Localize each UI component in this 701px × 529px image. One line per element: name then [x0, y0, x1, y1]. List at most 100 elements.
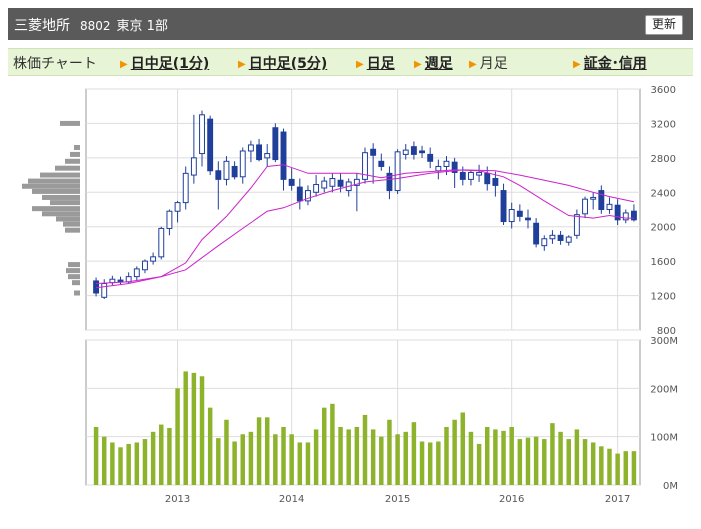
- candle: [492, 171, 499, 197]
- candle: [500, 183, 507, 225]
- candle-body: [223, 160, 230, 180]
- candle-body: [256, 144, 263, 161]
- candle-body: [492, 178, 499, 186]
- candle: [476, 164, 483, 182]
- volume-bar: [118, 447, 123, 485]
- tab-weekly[interactable]: ▶ 週足: [414, 56, 453, 72]
- candle-body: [247, 144, 254, 152]
- candle-body: [321, 180, 328, 189]
- volume-profile-bar: [32, 206, 80, 212]
- volume-bar: [427, 442, 433, 485]
- volume-bar: [574, 429, 580, 485]
- volume-bar: [525, 437, 531, 485]
- volume-bar: [273, 434, 278, 485]
- candle-body: [606, 203, 613, 210]
- arrow-right-icon: ▶: [414, 59, 422, 70]
- chart-tabs: 株価チャート ▶ 日中足(1分) ▶ 日中足(5分) ▶ 日足 ▶ 週足 ▶ 月足 ▶ 証金…: [8, 48, 693, 76]
- volume-bar: [142, 439, 148, 485]
- candle: [264, 144, 271, 167]
- candle-body: [199, 114, 205, 155]
- volume-profile-bar: [32, 188, 80, 194]
- volume-tick-label: 100M: [650, 433, 678, 444]
- volume-bar: [403, 431, 408, 485]
- volume-bar: [550, 423, 555, 485]
- candle-body: [337, 179, 344, 187]
- candle-body: [272, 127, 279, 161]
- candle: [402, 144, 409, 160]
- volume-bar: [436, 441, 441, 485]
- candle: [598, 185, 605, 214]
- candle: [533, 218, 540, 248]
- volume-profile-bar: [42, 194, 80, 200]
- arrow-right-icon: ▶: [238, 59, 246, 70]
- candle-body: [142, 260, 148, 271]
- candle-body: [394, 151, 401, 192]
- candle-body: [557, 234, 564, 241]
- candle: [199, 110, 205, 167]
- candle: [516, 204, 523, 222]
- refresh-button[interactable]: 更新: [644, 15, 683, 35]
- candle-body: [476, 171, 483, 176]
- volume-bar: [493, 429, 498, 485]
- candle: [557, 231, 564, 245]
- volume-bar: [305, 442, 311, 485]
- volume-bar: [468, 431, 474, 485]
- candle: [296, 178, 303, 210]
- tab-margin[interactable]: ▶ 証金･信用: [573, 56, 647, 72]
- candle-body: [370, 148, 377, 156]
- volume-bar: [370, 429, 376, 485]
- candle: [467, 169, 474, 186]
- arrow-right-icon: ▶: [469, 59, 477, 70]
- volume-profile-bar: [56, 216, 80, 222]
- volume-bar: [224, 419, 229, 485]
- candle: [337, 173, 344, 193]
- volume-profile-bar: [55, 165, 80, 171]
- chart-tabs-title: 株価チャート: [13, 56, 97, 72]
- candle-body: [590, 196, 597, 200]
- tab-intraday-1min[interactable]: ▶ 日中足(1分): [120, 56, 210, 72]
- volume-bar: [460, 412, 466, 485]
- tab-intraday-5min[interactable]: ▶ 日中足(5分): [238, 56, 328, 72]
- volume-bar: [452, 419, 457, 485]
- year-tick-label: 2016: [499, 494, 524, 505]
- candle-body: [239, 150, 246, 178]
- candle: [386, 166, 393, 200]
- volume-bar: [191, 372, 197, 485]
- candle-body: [508, 209, 515, 223]
- candle-body: [231, 165, 238, 178]
- volume-bar: [599, 446, 604, 485]
- volume-bar: [297, 442, 303, 485]
- candle-body: [296, 186, 303, 202]
- volume-tick-label: 300M: [650, 336, 678, 347]
- tab-daily[interactable]: ▶ 日足: [356, 56, 395, 72]
- candle: [614, 199, 621, 225]
- volume-panel: 0M 100M 200M 300M: [85, 336, 678, 492]
- volume-bar: [517, 439, 523, 485]
- candle: [239, 147, 246, 184]
- candle-body: [280, 131, 287, 180]
- candle-body: [190, 157, 197, 176]
- candle-body: [541, 238, 548, 247]
- candle-body: [614, 204, 621, 221]
- candle-body: [484, 172, 491, 185]
- candle-body: [264, 153, 271, 159]
- candle-body: [215, 170, 222, 180]
- volume-bar: [354, 427, 360, 485]
- candle-body: [630, 210, 637, 221]
- candle: [630, 204, 637, 222]
- candle-body: [500, 190, 507, 223]
- candle: [321, 176, 328, 193]
- price-tick-label: 1600: [651, 257, 676, 268]
- candle: [280, 128, 287, 191]
- candle-body: [467, 171, 474, 180]
- volume-bar: [150, 431, 156, 485]
- candle-body: [133, 268, 140, 278]
- volume-bar: [322, 407, 327, 485]
- candle: [573, 209, 580, 239]
- volume-bar: [558, 431, 563, 485]
- candle: [142, 259, 148, 274]
- candle-body: [353, 178, 360, 186]
- candle: [565, 235, 572, 246]
- volume-bar: [110, 442, 115, 485]
- candle-body: [378, 160, 385, 167]
